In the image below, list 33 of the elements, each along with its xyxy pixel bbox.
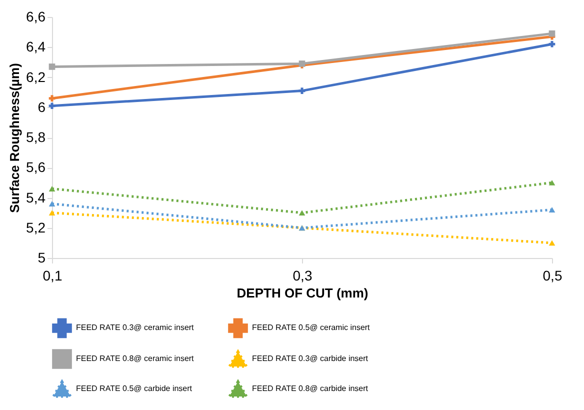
x-tick-label: 0,1: [42, 268, 62, 284]
point: [548, 207, 556, 213]
y-tick-label: 6,2: [26, 68, 46, 85]
legend-label: FEED RATE 0.5@ ceramic insert: [252, 323, 371, 332]
y-tick-label: 5: [38, 250, 46, 266]
point: [48, 95, 56, 102]
point: [48, 210, 56, 216]
y-tick-label: 5,6: [26, 159, 46, 176]
y-tick-label: 5,2: [26, 219, 46, 236]
point: [548, 40, 556, 48]
x-axis-title: DEPTH OF CUT (mm): [236, 286, 368, 300]
legend-label: FEED RATE 0.8@ ceramic insert: [76, 354, 195, 363]
point: [48, 102, 56, 110]
point: [298, 210, 306, 216]
legend-label: FEED RATE 0.8@ carbide insert: [252, 384, 369, 393]
point: [298, 88, 306, 94]
y-tick-label: 5,8: [26, 129, 46, 145]
y-tick-label: 5,4: [26, 189, 46, 206]
point: [48, 64, 56, 70]
y-tick-label: 6,6: [26, 8, 46, 24]
point: [548, 180, 556, 186]
point: [48, 186, 56, 192]
point: [548, 240, 556, 246]
legend-label: FEED RATE 0.5@ carbide insert: [76, 384, 193, 393]
point: [48, 201, 56, 207]
y-tick-label: 6: [38, 98, 46, 115]
x-tick-label: 0,5: [542, 268, 562, 284]
point: [548, 30, 556, 37]
x-tick-label: 0,3: [292, 268, 312, 284]
legend-label: FEED RATE 0.3@ ceramic insert: [76, 323, 195, 332]
legend-label: FEED RATE 0.3@ carbide insert: [252, 354, 369, 363]
y-axis-title: Surface Roughness(µm): [7, 63, 22, 213]
y-tick-label: 6,4: [26, 38, 46, 55]
